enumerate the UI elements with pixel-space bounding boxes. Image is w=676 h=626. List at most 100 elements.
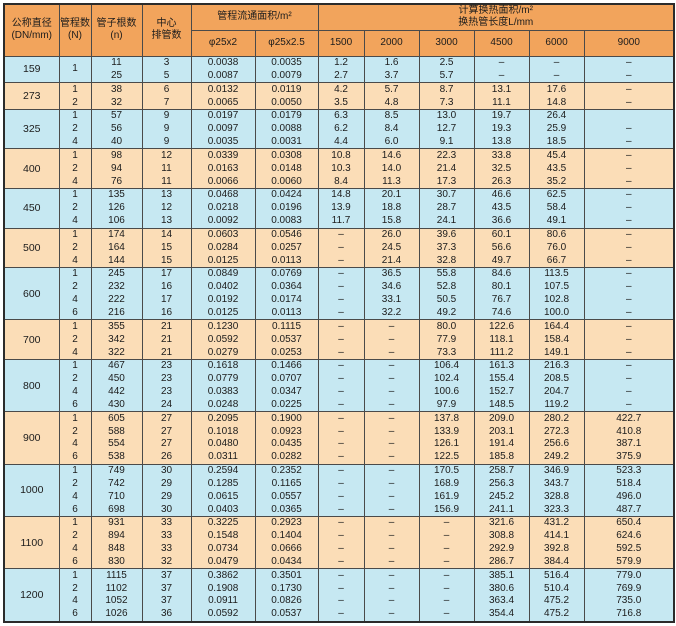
- cell-area-25x2-5: 0.0179: [254, 108, 319, 123]
- cell-center-rows: 23: [141, 372, 192, 386]
- cell-nominal-diameter: 700: [3, 319, 60, 360]
- cell-L1500: 6.2: [317, 122, 365, 136]
- cell-L1500: 8.4: [317, 175, 365, 189]
- cell-L2000: 1.6: [363, 55, 420, 70]
- cell-pass-count: 1: [58, 319, 92, 334]
- cell-L9000: –: [583, 346, 675, 360]
- cell-L4500: 76.7: [473, 293, 530, 307]
- cell-tubes: 698: [90, 503, 143, 517]
- cell-L2000: 8.5: [363, 108, 420, 123]
- cell-L4500: 74.6: [473, 306, 530, 320]
- cell-center-rows: 15: [141, 254, 192, 268]
- cell-area-25x2-5: 0.0113: [254, 306, 319, 320]
- cell-tubes: 605: [90, 411, 143, 426]
- cell-area-25x2-5: 0.1466: [254, 358, 319, 373]
- cell-area-25x2-5: 0.0060: [254, 175, 319, 189]
- cell-L4500: 152.7: [473, 385, 530, 399]
- cell-L3000: 156.9: [418, 503, 475, 517]
- cell-area-25x2: 0.1548: [190, 529, 256, 543]
- cell-L9000: –: [583, 69, 675, 83]
- cell-L4500: 258.7: [473, 463, 530, 478]
- table-row: 159 1 11 3 0.0038 0.0035 1.2 1.6 2.5– – –: [3, 55, 675, 83]
- cell-area-25x2-5: 0.1730: [254, 582, 319, 595]
- header-pass-count: 管程数 (N): [58, 4, 92, 57]
- cell-pass-count: 1: [58, 411, 92, 426]
- cell-L6000: 516.4: [528, 568, 585, 583]
- cell-tubes: 894: [90, 529, 143, 543]
- cell-nominal-diameter: 159: [3, 55, 60, 83]
- cell-L3000: 55.8: [418, 267, 475, 281]
- cell-L9000: 375.9: [583, 450, 675, 465]
- cell-center-rows: 11: [141, 162, 192, 176]
- table-row: 2 588 27 0.1018 0.0923– –133.9 203.1 272.3 410.8: [4, 425, 675, 438]
- cell-area-25x2-5: 0.1115: [254, 319, 319, 334]
- cell-L9000: –: [583, 135, 675, 149]
- cell-L3000: 9.1: [418, 135, 475, 149]
- cell-L9000: 422.7: [583, 411, 675, 426]
- cell-L6000: 158.4: [528, 333, 585, 347]
- cell-L3000: 37.3: [418, 241, 475, 255]
- cell-L3000: 8.7: [418, 82, 475, 97]
- cell-L2000: –: [363, 463, 420, 478]
- cell-area-25x2: 0.1285: [190, 477, 256, 491]
- cell-area-25x2: 0.3225: [190, 515, 256, 530]
- cell-L2000: 8.4: [363, 122, 420, 136]
- cell-L6000: 18.5: [528, 135, 585, 149]
- cell-center-rows: 12: [141, 201, 192, 215]
- cell-area-25x2: 0.0038: [190, 55, 256, 70]
- cell-L2000: –: [363, 358, 420, 373]
- cell-L2000: –: [363, 372, 420, 386]
- cell-L1500: –: [317, 503, 365, 517]
- cell-tubes: 742: [90, 477, 143, 491]
- table-row: 2 742 29 0.1285 0.1165– –168.9 256.3 343.7 518.4: [4, 477, 675, 491]
- table-row: 1100 1 931 33 0.3225 0.2923– – –321.6 431.2 650.4: [3, 515, 675, 569]
- cell-pass-count: 6: [58, 503, 92, 517]
- cell-pass-count: 1: [58, 515, 92, 530]
- cell-center-rows: 37: [141, 568, 192, 583]
- cell-center-rows: 5: [141, 69, 192, 83]
- cell-nominal-diameter: 900: [3, 411, 60, 465]
- cell-tubes: 232: [90, 280, 143, 294]
- cell-area-25x2-5: 0.0434: [254, 555, 319, 569]
- cell-center-rows: 27: [141, 411, 192, 426]
- table-row: 4 144 15 0.0125 0.0113–21.4 32.8 49.7 66.7–: [4, 254, 675, 268]
- cell-L1500: –: [317, 254, 365, 268]
- cell-tubes: 25: [90, 69, 143, 83]
- cell-L6000: 384.4: [528, 555, 585, 569]
- cell-L9000: –: [583, 385, 675, 399]
- table-row: 2 94 11 0.0163 0.0148 10.3 14.0 21.4 32.5 43.5–: [4, 162, 675, 176]
- cell-L1500: 11.7: [317, 214, 365, 229]
- heat-exchanger-spec-table: 公称直径 (DN/mm) 管程数 (N) 管子根数 (n) 中心 排管数 管程流…: [3, 3, 676, 623]
- cell-L6000: 58.4: [528, 201, 585, 215]
- cell-area-25x2: 0.0734: [190, 542, 256, 556]
- cell-tubes: 1115: [90, 568, 143, 583]
- cell-area-25x2: 0.1618: [190, 358, 256, 373]
- cell-L1500: –: [317, 582, 365, 595]
- cell-pass-count: 4: [58, 385, 92, 399]
- cell-L6000: 17.6: [528, 82, 585, 97]
- cell-area-25x2: 0.0218: [190, 201, 256, 215]
- cell-L3000: 97.9: [418, 398, 475, 412]
- cell-tubes: 355: [90, 319, 143, 334]
- cell-area-25x2: 0.0163: [190, 162, 256, 176]
- cell-L6000: –: [528, 55, 585, 70]
- cell-nominal-diameter: 400: [3, 148, 60, 189]
- cell-L2000: 32.2: [363, 306, 420, 320]
- cell-L6000: 14.8: [528, 96, 585, 110]
- cell-area-25x2: 0.0911: [190, 594, 256, 608]
- cell-center-rows: 17: [141, 267, 192, 281]
- cell-pass-count: 2: [58, 122, 92, 136]
- cell-area-25x2-5: 0.1900: [254, 411, 319, 426]
- cell-L1500: –: [317, 293, 365, 307]
- cell-L4500: 209.0: [473, 411, 530, 426]
- cell-area-25x2-5: 0.0196: [254, 201, 319, 215]
- cell-pass-count: 1: [58, 55, 92, 83]
- cell-L9000: [583, 108, 675, 123]
- cell-L3000: 133.9: [418, 425, 475, 438]
- cell-nominal-diameter: 1100: [3, 515, 60, 569]
- cell-L3000: –: [418, 515, 475, 530]
- cell-center-rows: 30: [141, 463, 192, 478]
- cell-center-rows: 3: [141, 55, 192, 70]
- cell-center-rows: 7: [141, 96, 192, 110]
- cell-nominal-diameter: 600: [3, 267, 60, 320]
